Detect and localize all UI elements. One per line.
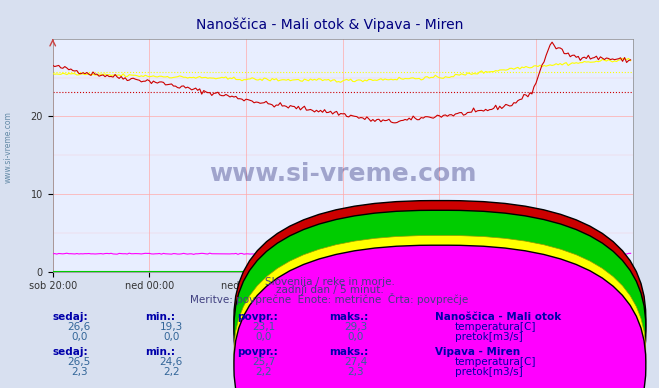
Text: 0,0: 0,0	[71, 332, 87, 342]
Text: 25,7: 25,7	[252, 357, 275, 367]
Text: 0,0: 0,0	[348, 332, 364, 342]
Text: 27,4: 27,4	[344, 357, 368, 367]
Text: 0,0: 0,0	[256, 332, 272, 342]
Text: pretok[m3/s]: pretok[m3/s]	[455, 367, 523, 377]
Text: povpr.:: povpr.:	[237, 347, 278, 357]
Text: 2,2: 2,2	[255, 367, 272, 377]
Text: 0,0: 0,0	[163, 332, 179, 342]
Text: 19,3: 19,3	[159, 322, 183, 332]
Text: www.si-vreme.com: www.si-vreme.com	[3, 111, 13, 184]
Text: 2,3: 2,3	[71, 367, 88, 377]
Text: Vipava - Miren: Vipava - Miren	[435, 347, 520, 357]
Text: 23,1: 23,1	[252, 322, 275, 332]
Text: min.:: min.:	[145, 312, 175, 322]
Text: maks.:: maks.:	[330, 312, 369, 322]
Text: temperatura[C]: temperatura[C]	[455, 322, 536, 332]
Text: 2,3: 2,3	[347, 367, 364, 377]
Text: sedaj:: sedaj:	[53, 312, 88, 322]
Text: 29,3: 29,3	[344, 322, 368, 332]
Text: zadnji dan / 5 minut.: zadnji dan / 5 minut.	[275, 285, 384, 295]
Text: 26,5: 26,5	[67, 357, 91, 367]
Text: Meritve: povprečne  Enote: metrične  Črta: povprečje: Meritve: povprečne Enote: metrične Črta:…	[190, 293, 469, 305]
Text: maks.:: maks.:	[330, 347, 369, 357]
Text: 24,6: 24,6	[159, 357, 183, 367]
Text: Nanoščica - Mali otok & Vipava - Miren: Nanoščica - Mali otok & Vipava - Miren	[196, 17, 463, 32]
Text: min.:: min.:	[145, 347, 175, 357]
Text: Slovenija / reke in morje.: Slovenija / reke in morje.	[264, 277, 395, 288]
Text: Nanoščica - Mali otok: Nanoščica - Mali otok	[435, 312, 561, 322]
Text: 26,6: 26,6	[67, 322, 91, 332]
Text: sedaj:: sedaj:	[53, 347, 88, 357]
Text: www.si-vreme.com: www.si-vreme.com	[209, 162, 476, 186]
Text: povpr.:: povpr.:	[237, 312, 278, 322]
Text: temperatura[C]: temperatura[C]	[455, 357, 536, 367]
Text: pretok[m3/s]: pretok[m3/s]	[455, 332, 523, 342]
Text: 2,2: 2,2	[163, 367, 180, 377]
